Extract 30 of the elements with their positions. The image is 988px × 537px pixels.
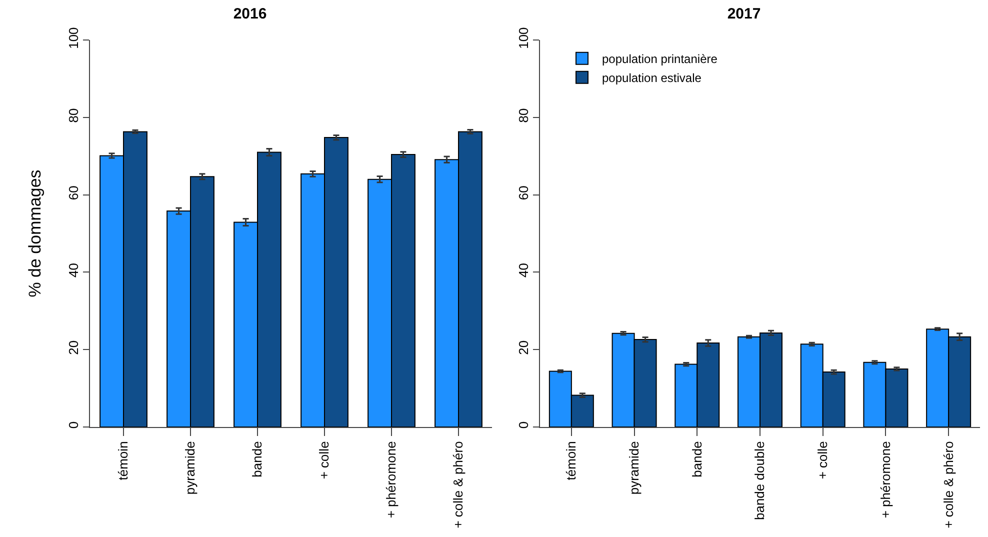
x-tick-label: + colle	[316, 441, 332, 480]
x-tick-label: + colle & phéro	[450, 441, 466, 528]
x-tick-label: + phéromone	[878, 441, 893, 518]
y-tick-label: 60	[66, 186, 81, 200]
x-tick-label: témoin	[564, 441, 579, 480]
chart-title: 2017	[727, 6, 761, 23]
y-tick-label: 0	[516, 421, 531, 429]
y-tick-label: 40	[516, 263, 531, 278]
x-tick-label: bande	[250, 441, 265, 478]
chart-title: 2016	[233, 6, 267, 23]
legend-label: population estivale	[602, 71, 702, 86]
x-tick-label: + colle & phéro	[940, 441, 956, 528]
legend-label: population printanière	[602, 52, 718, 66]
x-tick-label: pyramide	[626, 441, 642, 495]
y-tick-label: 80	[66, 108, 81, 123]
x-tick-label: bande	[689, 441, 704, 478]
x-tick-label: + phéromone	[384, 441, 399, 518]
x-tick-label: + colle	[815, 441, 830, 480]
y-tick-label: 60	[516, 186, 531, 200]
y-tick-label: 80	[516, 108, 531, 123]
y-tick-label: 20	[66, 340, 81, 355]
x-tick-label: témoin	[116, 441, 131, 480]
y-tick-label: 20	[516, 340, 531, 355]
x-tick-label: pyramide	[182, 441, 198, 495]
y-tick-label: 0	[66, 421, 81, 429]
x-tick-label: bande double	[752, 441, 768, 520]
y-axis-title: % de dommages	[25, 170, 44, 298]
y-tick-label: 40	[66, 263, 81, 278]
y-tick-label: 100	[66, 27, 81, 49]
y-tick-label: 100	[516, 27, 531, 49]
